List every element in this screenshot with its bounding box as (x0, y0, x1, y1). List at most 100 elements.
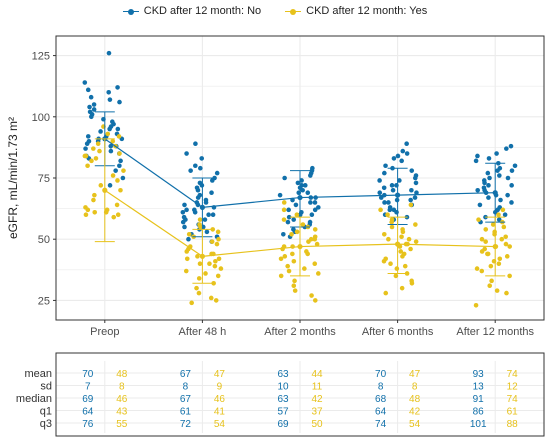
data-point (210, 227, 216, 232)
data-point (214, 241, 220, 247)
table-value-no: 72 (180, 419, 192, 430)
mean-marker (199, 204, 205, 210)
data-point (402, 263, 408, 269)
table-value-yes: 88 (507, 419, 519, 430)
data-point (500, 207, 506, 213)
plot-border (55, 35, 545, 321)
data-point (389, 183, 395, 188)
y-tick-label: 125 (32, 51, 50, 63)
table-value-yes: 42 (409, 407, 421, 418)
data-point (409, 280, 415, 286)
data-point (111, 214, 117, 220)
data-point (312, 207, 318, 213)
data-point (477, 202, 483, 208)
data-point (479, 236, 485, 242)
data-point (218, 266, 224, 271)
data-point (281, 207, 287, 213)
data-point (479, 268, 485, 274)
data-point (302, 183, 308, 188)
data-point (404, 151, 410, 156)
data-point (193, 141, 198, 147)
data-point (399, 234, 404, 240)
data-point (502, 212, 508, 218)
data-point (300, 222, 306, 227)
data-point (289, 232, 294, 237)
x-tick-label: Preop (90, 326, 119, 338)
table-value-yes: 47 (214, 369, 226, 380)
data-point (210, 178, 215, 183)
data-point (486, 183, 491, 188)
data-point (98, 129, 103, 134)
data-point (107, 126, 112, 132)
mean-marker (199, 253, 205, 259)
y-tick-label: 25 (38, 295, 50, 307)
data-point (409, 168, 415, 173)
data-point (107, 97, 113, 102)
table-value-yes: 74 (507, 394, 519, 405)
data-point (105, 131, 111, 137)
legend: CKD after 12 month: No CKD after 12 mont… (0, 3, 550, 19)
table-value-yes: 9 (217, 382, 223, 393)
data-point (115, 212, 121, 218)
data-point (206, 212, 211, 218)
table-value-no: 64 (82, 407, 94, 418)
legend-label-yes: CKD after 12 month: Yes (306, 5, 428, 17)
data-point (507, 273, 512, 279)
data-point (285, 263, 290, 269)
data-point (382, 200, 387, 205)
data-point (400, 148, 406, 154)
data-point (509, 183, 514, 188)
data-point (309, 212, 315, 218)
data-point (305, 251, 310, 257)
data-point (281, 200, 287, 205)
data-point (95, 141, 101, 147)
data-point (383, 163, 388, 169)
table-border (55, 352, 545, 437)
data-point (93, 156, 99, 161)
table-row-label: q1 (40, 406, 52, 418)
data-point (117, 151, 122, 156)
data-point (509, 168, 515, 173)
table-row-label: q3 (40, 418, 52, 430)
data-point (84, 141, 90, 147)
data-point (496, 217, 502, 222)
data-point (292, 278, 297, 284)
data-point (381, 258, 387, 264)
data-point (383, 290, 389, 296)
data-point (294, 212, 300, 218)
data-point (180, 209, 186, 215)
data-point (386, 200, 391, 205)
data-point (195, 187, 201, 193)
table-value-yes: 61 (507, 407, 519, 418)
table-row-label: median (16, 393, 52, 405)
scatter-plot: 25 50 75 100 125 Preop After 48 h After 2 month… (6, 35, 545, 338)
table-value-yes: 42 (311, 394, 323, 405)
data-point (202, 217, 208, 222)
data-point (117, 163, 122, 169)
data-point (504, 254, 510, 259)
table-value-yes: 8 (119, 382, 125, 393)
data-point (106, 90, 111, 95)
table-value-no: 76 (82, 419, 94, 430)
table-value-no: 13 (473, 382, 485, 393)
legend-item-no: CKD after 12 month: No (122, 3, 261, 19)
mean-marker (297, 194, 303, 201)
data-point (390, 187, 396, 193)
data-point (504, 290, 509, 296)
data-point (214, 170, 220, 176)
data-point (293, 202, 299, 208)
table-value-yes: 11 (312, 382, 323, 393)
mean-marker (102, 187, 108, 193)
data-point (196, 276, 202, 281)
data-point (309, 293, 314, 298)
data-point (496, 212, 501, 218)
data-point (282, 175, 287, 181)
data-point (180, 219, 186, 225)
data-point (505, 192, 510, 198)
data-point (504, 146, 509, 151)
data-point (209, 239, 215, 244)
data-point (488, 263, 494, 269)
table-value-no: 101 (470, 419, 487, 430)
table-value-yes: 37 (311, 407, 323, 418)
